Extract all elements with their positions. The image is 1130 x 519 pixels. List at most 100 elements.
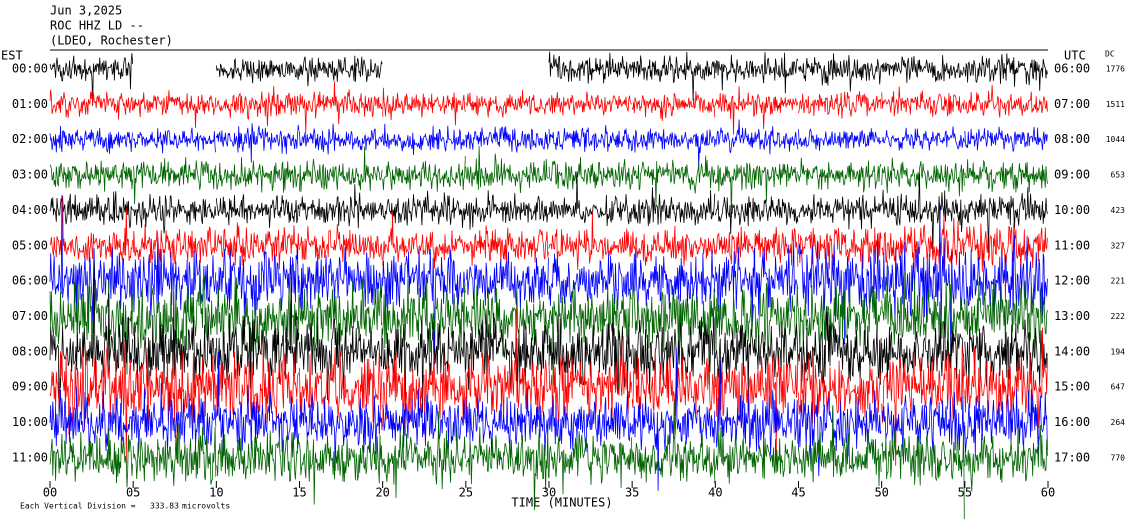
trace-segment [881,157,965,197]
trace-segment [49,125,133,154]
trace-segment [631,91,716,121]
trace-segment [465,312,549,390]
trace-segment [631,128,716,169]
est-label: 10:00 [12,415,48,429]
trace-segment [964,424,1048,492]
est-label: 04:00 [12,203,48,217]
trace-segment [881,55,965,83]
trace-segment [49,427,133,488]
trace-segment [382,156,466,192]
trace-segment [798,157,882,193]
trace-segment [132,290,217,387]
trace-segment [215,340,300,423]
trace-segment [299,224,383,263]
trace-segment [299,347,383,423]
dc-value: 770 [1111,453,1126,462]
trace-segment [798,227,882,270]
trace-segment [964,280,1048,355]
trace-segment [299,434,383,505]
trace-segment [215,246,300,316]
trace-segment [714,52,799,94]
trace-segment [465,284,549,357]
trace-segment [881,126,965,151]
trace-segment [299,247,383,310]
trace-segment [215,123,300,163]
x-tick-label: 10 [209,486,223,500]
trace-segment [465,308,549,422]
trace-segment [548,210,632,270]
trace-segment [964,327,1048,433]
trace-segment [714,196,799,235]
network: (LDEO, Rochester) [50,34,173,48]
trace-segment [714,242,799,323]
x-tick-label: 60 [1041,486,1055,500]
trace-segment [881,345,965,466]
est-label: 03:00 [12,168,48,182]
trace-segment [881,322,965,390]
x-tick-label: 25 [459,486,473,500]
utc-label: 15:00 [1054,380,1090,394]
trace-segment [964,159,1048,193]
trace-segment [49,195,133,263]
trace-segment [382,190,466,228]
trace-segment [465,225,549,266]
trace-segment [465,145,549,194]
dc-value: 221 [1111,277,1126,286]
trace-segment [798,128,882,151]
trace-segment [548,283,632,386]
trace-segment [798,53,882,92]
dc-value: 1776 [1106,65,1125,74]
trace-segment [548,336,632,424]
trace-segment [798,311,882,388]
trace-segment [714,226,799,267]
x-tick-label: 30 [542,486,556,500]
trace-segment [299,393,383,471]
trace-segment [382,248,466,365]
trace-segment [299,123,383,155]
trace-segment [881,86,965,117]
x-tick-label: 40 [708,486,722,500]
trace-segment [964,187,1048,253]
trace-segment [714,360,799,456]
dc-value: 194 [1111,347,1126,356]
est-label: 05:00 [12,238,48,252]
trace-segment [964,126,1048,153]
trace-segment [964,319,1048,387]
dc-value: 647 [1111,383,1126,392]
trace-segment [299,184,383,229]
trace-segment [798,405,882,487]
trace-segment [881,422,965,519]
trace-segment [299,81,383,134]
x-tick-label: 35 [625,486,639,500]
x-tick-label: 20 [375,486,389,500]
trace-segment [548,125,632,152]
utc-label: 12:00 [1054,274,1090,288]
utc-label: 10:00 [1054,203,1090,217]
trace-segment [132,157,217,205]
trace-segment [548,253,632,310]
trace-segment [49,160,133,192]
trace-segment [49,262,133,418]
est-label: 07:00 [12,309,48,323]
trace-segment [881,260,965,356]
est-label: 00:00 [12,62,48,76]
trace-segment [631,51,716,101]
x-tick-label: 45 [791,486,805,500]
utc-label: 14:00 [1054,344,1090,358]
trace-segment [798,91,882,119]
trace-segment [465,126,549,153]
utc-label: 11:00 [1054,238,1090,252]
trace-segment [714,354,799,465]
trace-segment [215,194,300,228]
utc-label: 08:00 [1054,132,1090,146]
trace-segment [631,187,716,227]
dc-value: 653 [1111,171,1126,180]
trace-segment [714,162,799,218]
est-label: 11:00 [12,450,48,464]
trace-segment [548,393,632,453]
x-label: TIME (MINUTES) [511,496,612,510]
trace-segment [215,222,300,270]
dc-value: 423 [1111,206,1126,215]
trace-segment [382,388,466,450]
trace-segment [714,426,799,484]
